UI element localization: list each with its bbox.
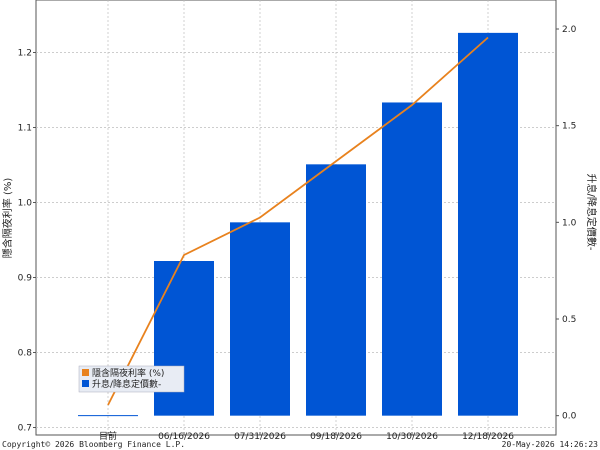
left-axis-title: 隱含隔夜利率 (%): [1, 178, 14, 259]
legend-bar-swatch: [82, 380, 89, 387]
legend-box: [78, 365, 185, 393]
right-tick-label: 1.0: [562, 218, 577, 228]
legend-line-label: 隱含隔夜利率 (%): [92, 367, 164, 379]
left-tick-label: 1.0: [18, 199, 33, 209]
right-tick-label: 0.0: [562, 412, 577, 422]
right-axis-title: 升息/降息定價數-: [585, 174, 598, 251]
right-tick-label: 1.5: [562, 122, 576, 132]
left-tick-label: 1.1: [18, 124, 32, 134]
legend-bar-label: 升息/降息定價數-: [92, 378, 161, 390]
x-tick-label: 09/18/2026: [310, 432, 362, 442]
legend: 隱含隔夜利率 (%) 升息/降息定價數-: [78, 365, 185, 393]
right-tick-label: 2.0: [562, 25, 577, 35]
line-path: [107, 36, 489, 406]
left-tick-label: 0.8: [18, 349, 33, 359]
bar: [154, 261, 214, 416]
copyright-text: Copyright© 2026 Bloomberg Finance L.P.: [2, 440, 185, 449]
bar: [306, 164, 366, 416]
timestamp-text: 20-May-2026 14:26:23: [502, 440, 599, 449]
right-tick-label: 0.5: [562, 315, 576, 325]
bar: [458, 32, 518, 416]
bar: [382, 102, 442, 416]
left-tick-label: 0.7: [18, 424, 32, 434]
left-axis-ticks: 0.7 0.8 0.9 1.0 1.1 1.2: [18, 49, 36, 434]
legend-line-swatch: [82, 369, 89, 376]
x-tick-label: 10/30/2026: [386, 432, 438, 442]
line-series: [107, 36, 489, 406]
left-tick-label: 0.9: [18, 274, 33, 284]
x-tick-label: 06/16/2026: [158, 432, 210, 442]
left-tick-label: 1.2: [18, 49, 32, 59]
x-tick-label: 目前: [99, 430, 117, 442]
x-tick-label: 07/31/2026: [234, 432, 286, 442]
bar: [230, 222, 290, 416]
x-axis-ticks: 目前 06/16/2026 07/31/2026 09/18/2026 10/30/20…: [99, 430, 514, 442]
x-tick-label: 12/18/2026: [462, 432, 514, 442]
right-axis-ticks: 0.0 0.5 1.0 1.5 2.0: [556, 25, 577, 422]
